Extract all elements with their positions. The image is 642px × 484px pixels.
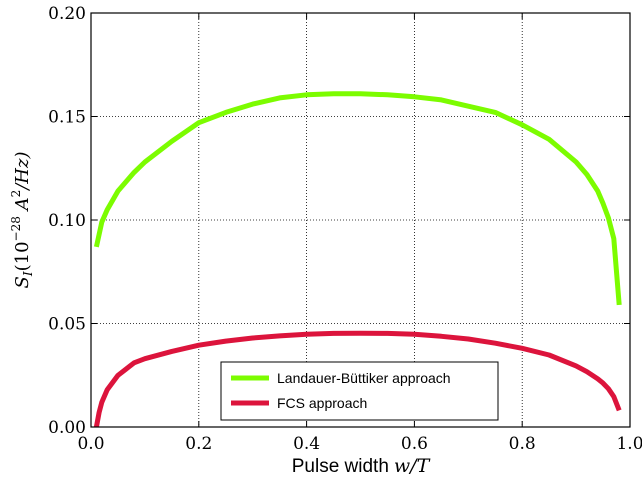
x-axis-label: Pulse width w/T: [292, 455, 431, 477]
y-label-exponent-1: −28: [9, 216, 23, 241]
y-tick-label: 0.05: [48, 315, 86, 335]
y-tick-label: 0.10: [48, 211, 86, 231]
x-axis-label-text: Pulse width: [292, 456, 389, 477]
series-lines: [93, 91, 622, 428]
x-tick-label: 0.2: [185, 434, 212, 454]
x-axis-label-math: w/T: [394, 455, 431, 477]
legend-label-landauer: Landauer-Büttiker approach: [277, 370, 451, 386]
y-label-symbol: S: [12, 276, 33, 288]
x-tick-label: 0.0: [77, 434, 104, 454]
legend: Landauer-Büttiker approach FCS approach: [220, 361, 499, 421]
grid: [91, 13, 630, 427]
y-axis-label: SI(10−28 A2/Hz): [9, 151, 35, 288]
y-tick-label: 0.20: [48, 4, 86, 24]
y-tick-label: 0.15: [48, 108, 86, 128]
y-label-unit-a: A: [12, 197, 33, 216]
y-label-close: /Hz): [12, 151, 33, 191]
y-tick-label: 0.00: [48, 418, 86, 438]
x-tick-label: 0.6: [401, 434, 428, 454]
y-label-exponent-2: 2: [9, 190, 23, 198]
legend-label-fcs: FCS approach: [277, 395, 367, 411]
y-label-open: (10: [12, 241, 33, 271]
x-tick-label: 0.8: [509, 434, 536, 454]
y-label-subscript: I: [21, 271, 35, 277]
x-tick-label: 1.0: [616, 434, 642, 454]
series-line-fcs: [93, 330, 622, 428]
series-line-landauer: [93, 91, 622, 306]
legend-box: [220, 361, 499, 421]
axis-ticks: 0.0 0.2 0.4 0.6 0.8 1.0 0.00 0.05 0.10 0.15 0.20: [48, 4, 642, 454]
x-tick-label: 0.4: [293, 434, 320, 454]
